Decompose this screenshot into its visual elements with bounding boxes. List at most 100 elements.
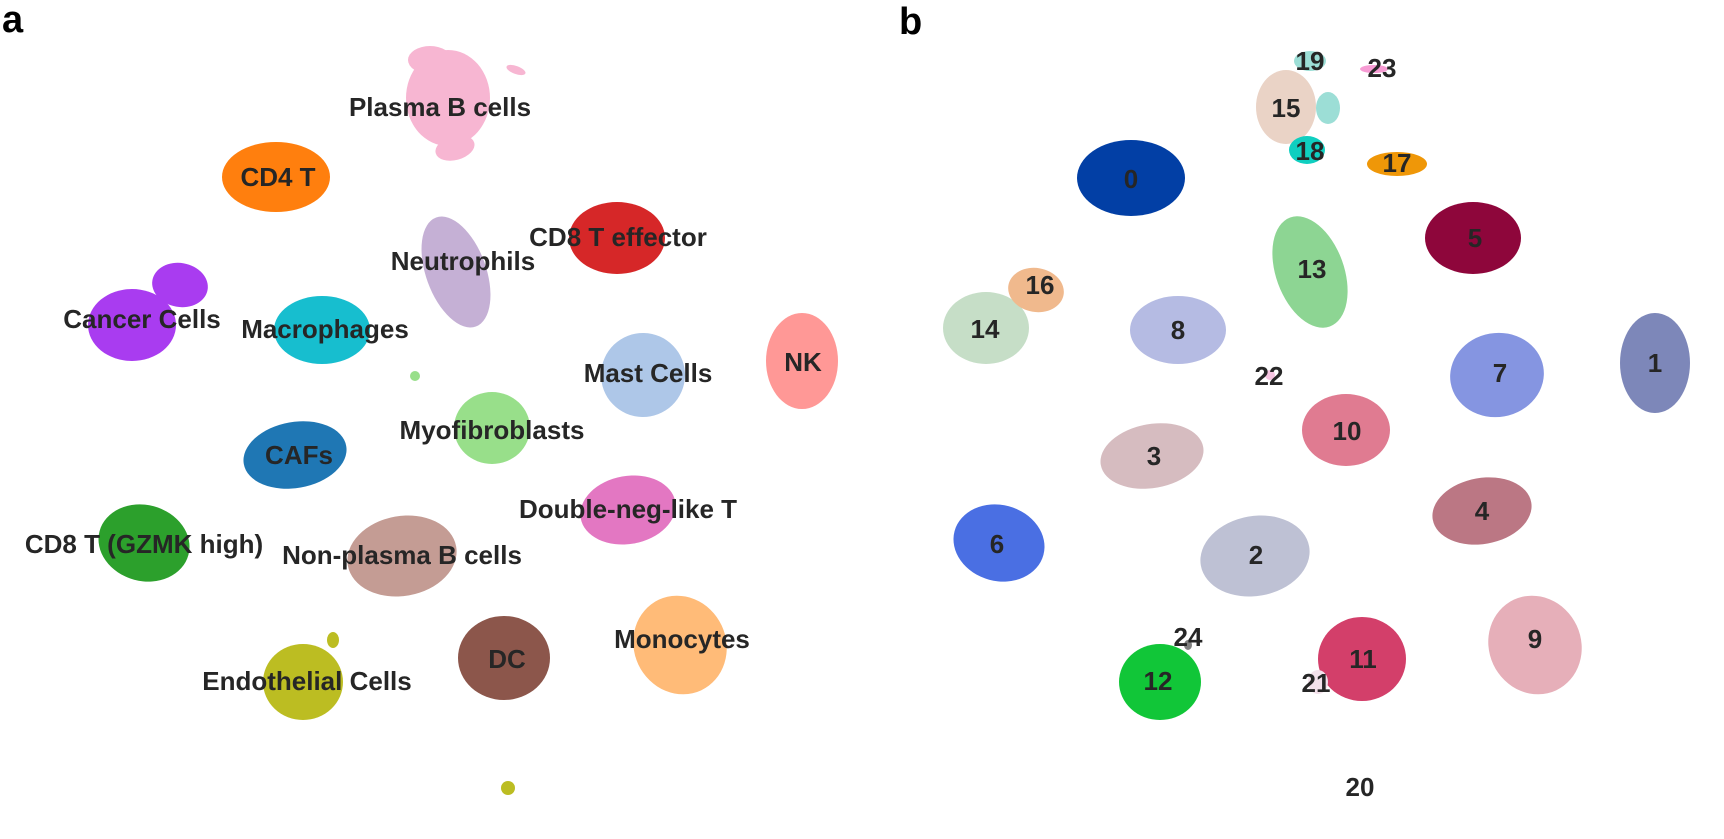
cluster-2 xyxy=(1200,515,1310,597)
cluster-label-18: 18 xyxy=(1296,136,1325,166)
cluster-plasma-b-cells xyxy=(406,46,526,161)
cluster-6 xyxy=(953,504,1045,582)
cluster-points-cafs xyxy=(243,421,347,489)
cluster-label-monocytes: Monocytes xyxy=(614,624,750,654)
cluster-label-24: 24 xyxy=(1174,622,1203,652)
cluster-points-plasma-b-cells-3 xyxy=(506,64,526,76)
cluster-label-cd8-t-effector: CD8 T effector xyxy=(529,222,707,252)
cluster-nk xyxy=(766,313,838,409)
cluster-label-13: 13 xyxy=(1298,254,1327,284)
cluster-points-myofibroblasts-1 xyxy=(410,371,420,381)
cluster-12 xyxy=(1119,644,1201,720)
cluster-points-11 xyxy=(1318,617,1406,701)
cluster-points-2 xyxy=(1200,515,1310,597)
cluster-points-10 xyxy=(1302,394,1390,466)
cluster-points-0 xyxy=(1077,140,1185,216)
cluster-points-18 xyxy=(1289,136,1325,164)
cluster-mast-cells xyxy=(601,333,685,417)
cluster-points-double-neg-like-t xyxy=(580,475,676,545)
cluster-13 xyxy=(1272,216,1348,328)
cluster-label-0: 0 xyxy=(1124,164,1138,194)
cluster-endothelial-cells xyxy=(263,632,515,795)
panel-b: b012345678910111213141516171819202122232… xyxy=(899,1,1690,802)
cluster-label-plasma-b-cells: Plasma B cells xyxy=(349,92,531,122)
cluster-label-22: 22 xyxy=(1255,361,1284,391)
cluster-points-19 xyxy=(1294,51,1326,71)
cluster-label-3: 3 xyxy=(1147,441,1161,471)
cluster-label-9: 9 xyxy=(1528,624,1542,654)
cluster-label-23: 23 xyxy=(1368,53,1397,83)
cluster-label-12: 12 xyxy=(1144,666,1173,696)
cluster-label-20: 20 xyxy=(1346,772,1375,802)
cluster-9 xyxy=(1488,595,1582,695)
cluster-18 xyxy=(1289,136,1325,164)
cluster-points-21 xyxy=(1308,670,1328,694)
cluster-label-5: 5 xyxy=(1468,223,1482,253)
cluster-label-double-neg-like-t: Double-neg-like T xyxy=(519,494,737,524)
cluster-11 xyxy=(1318,617,1406,701)
cluster-cd4-t xyxy=(222,142,330,212)
cluster-label-1: 1 xyxy=(1648,348,1662,378)
cluster-label-cd8-t-gzmk-high: CD8 T (GZMK high) xyxy=(25,529,263,559)
cluster-non-plasma-b-cells xyxy=(347,515,457,597)
cluster-cafs xyxy=(243,421,347,489)
cluster-14 xyxy=(943,292,1029,364)
cluster-points-endothelial-cells-1 xyxy=(327,632,339,648)
cluster-label-10: 10 xyxy=(1333,416,1362,446)
cluster-23 xyxy=(1360,65,1388,73)
cluster-cd8-t-gzmk-high xyxy=(98,504,190,582)
cluster-points-macrophages xyxy=(274,296,370,364)
cluster-points-7 xyxy=(1450,332,1544,418)
cluster-label-7: 7 xyxy=(1493,358,1507,388)
cluster-4 xyxy=(1432,477,1532,545)
cluster-label-cafs: CAFs xyxy=(265,440,333,470)
cluster-points-8 xyxy=(1130,296,1226,364)
cluster-points-endothelial-cells-2 xyxy=(501,781,515,795)
cluster-points-24 xyxy=(1184,640,1192,650)
cluster-label-macrophages: Macrophages xyxy=(241,314,409,344)
cluster-points-12 xyxy=(1119,644,1201,720)
cluster-7 xyxy=(1450,332,1544,418)
cluster-points-dc xyxy=(458,616,550,700)
cluster-macrophages xyxy=(274,296,370,364)
cluster-10 xyxy=(1302,394,1390,466)
cluster-label-neutrophils: Neutrophils xyxy=(391,246,535,276)
cluster-points-23 xyxy=(1360,65,1388,73)
cluster-points-plasma-b-cells-1 xyxy=(408,46,452,74)
cluster-label-myofibroblasts: Myofibroblasts xyxy=(400,415,585,445)
cluster-label-11: 11 xyxy=(1349,644,1377,674)
cluster-dc xyxy=(458,616,550,700)
cluster-points-cd8-t-effector xyxy=(569,202,665,274)
cluster-points-4 xyxy=(1432,477,1532,545)
cluster-0 xyxy=(1077,140,1185,216)
cluster-label-16: 16 xyxy=(1026,270,1055,300)
panel-a: a Plasma B cells CD4 T CD8 T effectorNeutro… xyxy=(2,0,838,795)
cluster-21 xyxy=(1308,670,1328,694)
cluster-double-neg-like-t xyxy=(580,475,676,545)
cluster-label-4: 4 xyxy=(1475,496,1490,526)
cluster-24 xyxy=(1184,640,1192,650)
cluster-points-cancer-cells-1 xyxy=(152,262,208,308)
cluster-16 xyxy=(1008,267,1064,313)
cluster-points-9 xyxy=(1488,595,1582,695)
cluster-label-19: 19 xyxy=(1296,46,1325,76)
cluster-label-17: 17 xyxy=(1383,148,1412,178)
cluster-points-endothelial-cells xyxy=(263,644,343,720)
cluster-points-mast-cells xyxy=(601,333,685,417)
cluster-17 xyxy=(1367,152,1427,176)
cluster-3 xyxy=(1100,423,1204,489)
cluster-5 xyxy=(1425,202,1521,274)
cluster-label-21: 21 xyxy=(1302,668,1331,698)
cluster-monocytes xyxy=(633,595,727,695)
cluster-points-monocytes xyxy=(633,595,727,695)
cluster-cancer-cells xyxy=(88,262,208,361)
cluster-points-14 xyxy=(943,292,1029,364)
cluster-label-dc: DC xyxy=(488,644,526,674)
cluster-points-17 xyxy=(1367,152,1427,176)
cluster-points-myofibroblasts xyxy=(454,392,530,464)
cluster-label-14: 14 xyxy=(971,314,1000,344)
cluster-8 xyxy=(1130,296,1226,364)
cluster-15 xyxy=(1256,70,1316,144)
cluster-label-nk: NK xyxy=(784,347,822,377)
